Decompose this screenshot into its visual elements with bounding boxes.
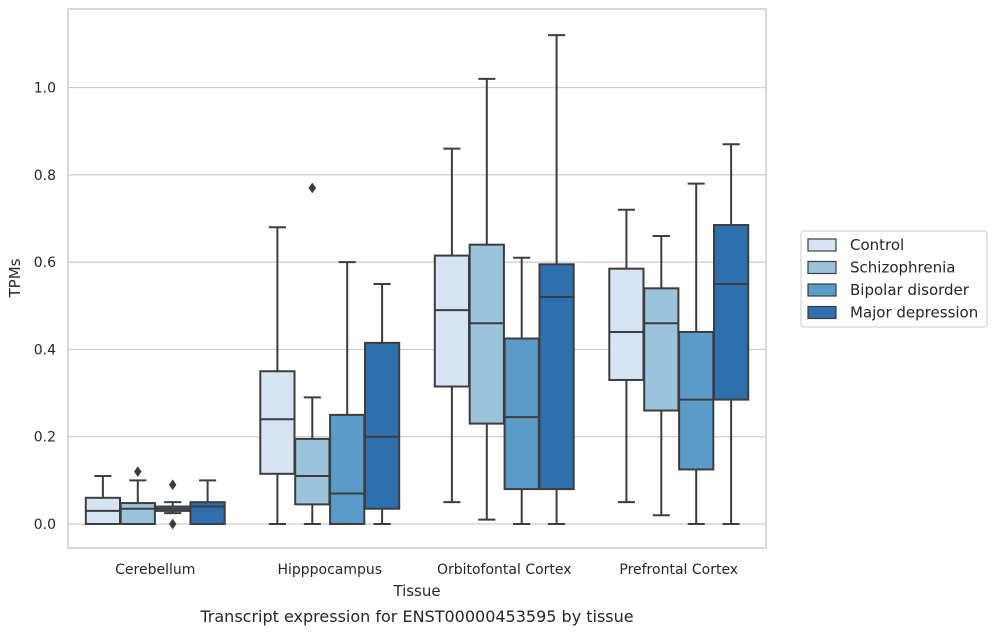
box-group — [259, 226, 296, 525]
outlier-point — [308, 182, 317, 194]
legend-swatch — [807, 260, 837, 275]
box-group — [608, 208, 645, 504]
outlier-point — [168, 479, 177, 491]
legend-swatch — [807, 283, 837, 297]
y-axis-label: TPMs — [6, 258, 24, 298]
box-iqr — [433, 254, 471, 388]
y-tick-label: 0.2 — [34, 430, 56, 446]
box-iqr — [643, 287, 680, 412]
box-iqr — [678, 330, 715, 471]
x-tick-label: Orbitofontal Cortex — [437, 562, 572, 578]
x-tick-labels: Cerebellum Hipppocampus Orbitofontal Corte… — [115, 562, 738, 578]
box-group — [643, 234, 680, 517]
legend-label: Bipolar disorder — [850, 281, 970, 299]
chart-caption: Transcript expression for ENST0000045359… — [199, 607, 633, 626]
y-tick-labels: 0.0 0.2 0.4 0.6 0.8 1.0 — [34, 81, 56, 533]
plot-frame — [67, 8, 767, 549]
legend-label: Control — [850, 236, 904, 254]
outlier-point — [133, 466, 142, 478]
box-iqr — [294, 437, 331, 506]
box-group — [538, 34, 575, 525]
x-axis-label: Tissue — [392, 582, 440, 600]
gridlines — [68, 86, 766, 525]
y-tick-label: 1.0 — [34, 81, 56, 97]
box-group — [433, 147, 471, 504]
box-iqr — [259, 370, 296, 475]
box-iqr — [189, 501, 226, 525]
box-group — [468, 77, 505, 521]
legend: Control Schizophrenia Bipolar disorder Majo… — [800, 230, 988, 328]
box-iqr — [712, 224, 750, 401]
box-iqr — [468, 243, 505, 425]
x-tick-label: Cerebellum — [115, 562, 195, 578]
box-group — [503, 256, 540, 525]
y-tick-label: 0.4 — [34, 342, 56, 358]
box-iqr — [329, 413, 366, 525]
plot-boxes — [84, 34, 750, 530]
outlier-point — [168, 518, 177, 530]
box-iqr — [363, 341, 401, 510]
box-iqr — [538, 263, 575, 491]
box-iqr — [503, 337, 540, 491]
y-tick-label: 0.8 — [34, 168, 56, 184]
box-group — [363, 282, 401, 525]
legend-label: Schizophrenia — [850, 259, 955, 277]
box-group — [154, 479, 191, 530]
box-group — [119, 466, 156, 525]
x-tick-label: Prefrontal Cortex — [619, 562, 738, 578]
x-tick-label: Hipppocampus — [277, 562, 382, 578]
legend-swatch — [807, 238, 837, 252]
box-group — [84, 474, 122, 525]
box-group — [294, 182, 331, 525]
box-group — [189, 479, 226, 525]
box-group — [678, 182, 715, 525]
box-group — [329, 261, 366, 525]
legend-frame — [800, 230, 988, 328]
legend-label: Major depression — [850, 304, 978, 322]
box-group — [712, 143, 750, 525]
legend-swatch — [807, 305, 837, 320]
y-tick-label: 0.0 — [34, 517, 56, 533]
box-iqr — [608, 267, 645, 381]
y-tick-label: 0.6 — [34, 255, 56, 271]
box-iqr — [119, 502, 156, 525]
